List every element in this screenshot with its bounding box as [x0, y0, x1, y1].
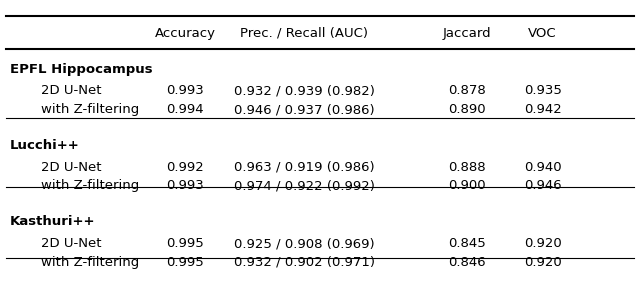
Text: 2D U-Net: 2D U-Net	[41, 161, 101, 174]
Text: 0.940: 0.940	[524, 161, 561, 174]
Text: 0.994: 0.994	[166, 103, 204, 116]
Text: 2D U-Net: 2D U-Net	[41, 84, 101, 97]
Text: 0.925 / 0.908 (0.969): 0.925 / 0.908 (0.969)	[234, 237, 374, 250]
Text: 0.992: 0.992	[166, 161, 204, 174]
Text: 0.974 / 0.922 (0.992): 0.974 / 0.922 (0.992)	[234, 179, 375, 192]
Text: 2D U-Net: 2D U-Net	[41, 237, 101, 250]
Text: 0.888: 0.888	[449, 161, 486, 174]
Text: 0.900: 0.900	[449, 179, 486, 192]
Text: Kasthuri++: Kasthuri++	[10, 216, 95, 228]
Text: 0.946: 0.946	[524, 179, 561, 192]
Text: 0.995: 0.995	[166, 237, 204, 250]
Text: 0.932 / 0.902 (0.971): 0.932 / 0.902 (0.971)	[234, 256, 375, 269]
Text: 0.846: 0.846	[449, 256, 486, 269]
Text: 0.935: 0.935	[524, 84, 561, 97]
Text: 0.932 / 0.939 (0.982): 0.932 / 0.939 (0.982)	[234, 84, 375, 97]
Text: 0.993: 0.993	[166, 84, 204, 97]
Text: Jaccard: Jaccard	[443, 27, 492, 40]
Text: 0.946 / 0.937 (0.986): 0.946 / 0.937 (0.986)	[234, 103, 374, 116]
Text: Accuracy: Accuracy	[155, 27, 216, 40]
Text: 0.942: 0.942	[524, 103, 561, 116]
Text: Lucchi++: Lucchi++	[10, 139, 79, 152]
Text: 0.845: 0.845	[449, 237, 486, 250]
Text: 0.995: 0.995	[166, 256, 204, 269]
Text: 0.920: 0.920	[524, 256, 561, 269]
Text: with Z-filtering: with Z-filtering	[41, 256, 139, 269]
Text: 0.890: 0.890	[449, 103, 486, 116]
Text: VOC: VOC	[529, 27, 557, 40]
Text: with Z-filtering: with Z-filtering	[41, 179, 139, 192]
Text: 0.920: 0.920	[524, 237, 561, 250]
Text: 0.993: 0.993	[166, 179, 204, 192]
Text: Prec. / Recall (AUC): Prec. / Recall (AUC)	[241, 27, 369, 40]
Text: EPFL Hippocampus: EPFL Hippocampus	[10, 63, 152, 76]
Text: 0.878: 0.878	[449, 84, 486, 97]
Text: with Z-filtering: with Z-filtering	[41, 103, 139, 116]
Text: 0.963 / 0.919 (0.986): 0.963 / 0.919 (0.986)	[234, 161, 374, 174]
